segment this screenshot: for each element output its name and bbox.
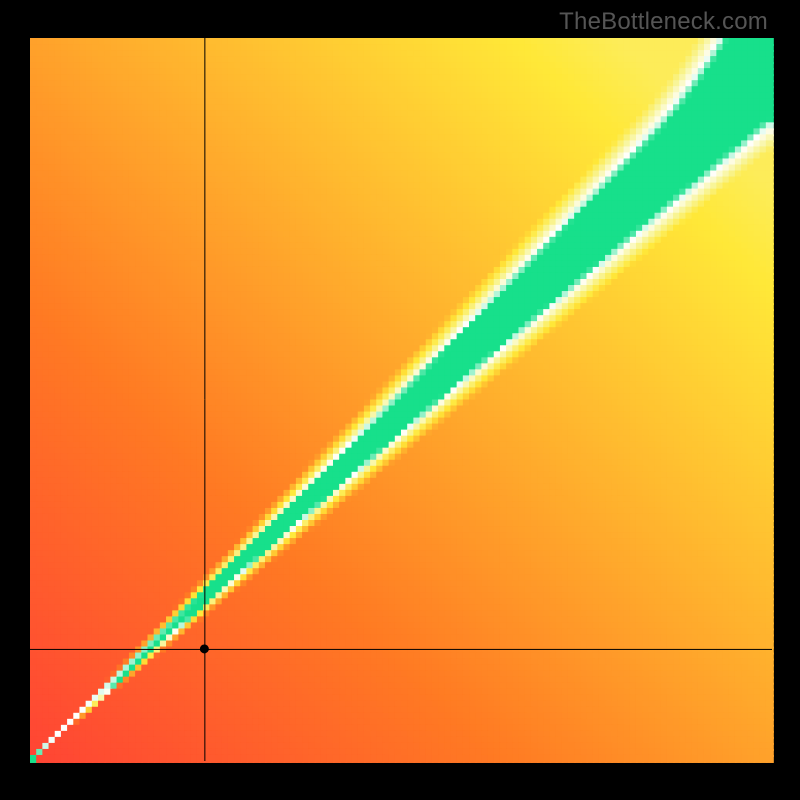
bottleneck-heatmap [0, 0, 800, 800]
watermark-label: TheBottleneck.com [559, 8, 768, 36]
